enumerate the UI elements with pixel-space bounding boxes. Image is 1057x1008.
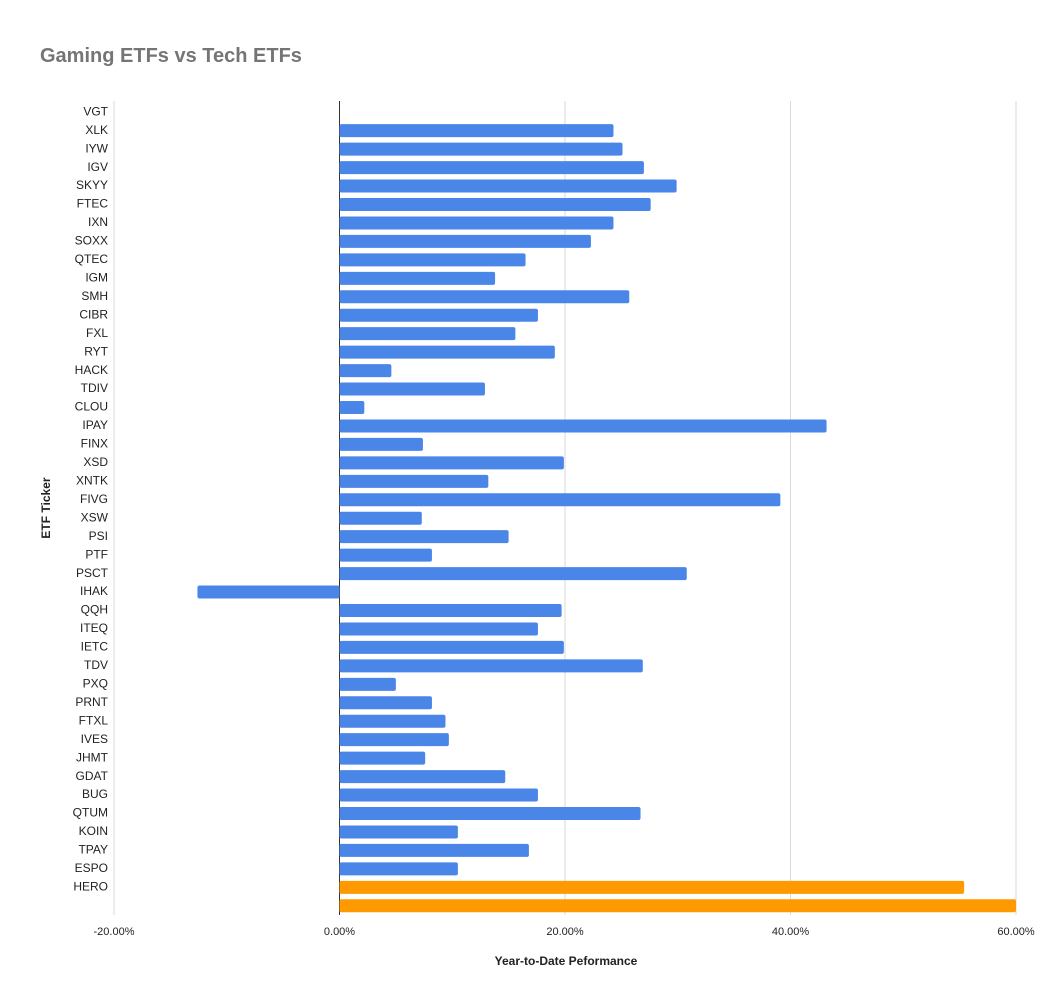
x-tick-label: 60.00%: [997, 926, 1035, 938]
x-tick-label: -20.00%: [94, 926, 135, 938]
bar: [339, 161, 644, 175]
bar: [339, 216, 614, 230]
bar: [339, 788, 538, 802]
bar: [339, 899, 1016, 913]
y-tick-label: HERO: [73, 879, 108, 893]
bar: [339, 124, 614, 138]
y-tick-label: QQH: [81, 603, 108, 617]
bar: [339, 271, 496, 285]
x-tick-label: 0.00%: [324, 926, 355, 938]
y-tick-label: PRNT: [75, 695, 108, 709]
bar: [339, 677, 396, 691]
y-tick-label: QTEC: [75, 252, 109, 266]
y-tick-label: PSI: [89, 529, 108, 543]
y-tick-label: IETC: [81, 640, 109, 654]
bar: [339, 825, 458, 839]
bar: [339, 437, 423, 451]
bar: [339, 290, 630, 304]
bar: [339, 696, 432, 710]
y-tick-label: FTEC: [77, 197, 109, 211]
y-tick-label: GDAT: [76, 769, 109, 783]
y-tick-label: QTUM: [73, 806, 108, 820]
bar: [339, 733, 449, 747]
y-tick-label: BUG: [82, 787, 108, 801]
bar: [339, 714, 446, 728]
y-tick-label: PXQ: [83, 676, 108, 690]
bar: [339, 456, 564, 470]
bar: [339, 364, 392, 378]
y-tick-label: PTF: [85, 547, 108, 561]
y-tick-label: TPAY: [78, 843, 108, 857]
bar: [339, 198, 651, 211]
bar: [339, 493, 781, 507]
bar: [339, 604, 562, 617]
y-tick-label: IHAK: [80, 584, 108, 598]
bar: [339, 511, 422, 525]
bar: [339, 880, 965, 894]
bar: [339, 253, 526, 267]
bar: [339, 179, 677, 193]
bar: [339, 807, 641, 820]
bar: [339, 862, 458, 876]
y-tick-label: TDV: [84, 658, 108, 672]
y-tick-label: IYW: [85, 141, 108, 155]
bar: [339, 308, 538, 322]
bar: [339, 843, 529, 857]
bar: [339, 770, 506, 784]
y-tick-label: XSD: [83, 455, 108, 469]
bar: [339, 474, 489, 488]
y-tick-label: ITEQ: [80, 621, 108, 635]
chart-title: Gaming ETFs vs Tech ETFs: [40, 45, 302, 67]
y-tick-label: XLK: [85, 123, 108, 137]
y-tick-label: FTXL: [79, 713, 109, 727]
bar: [339, 401, 365, 414]
y-tick-label: IPAY: [82, 418, 108, 432]
x-tick-label: 20.00%: [546, 926, 584, 938]
y-tick-label: IGV: [87, 160, 108, 174]
y-tick-label: FXL: [86, 326, 108, 340]
y-tick-label: IVES: [81, 732, 108, 746]
bar: [197, 585, 340, 599]
y-axis-title: ETF Ticker: [39, 477, 53, 538]
x-axis-title: Year-to-Date Peformance: [495, 954, 638, 968]
y-tick-label: FIVG: [80, 492, 108, 506]
bar: [339, 419, 827, 433]
y-tick-label: HACK: [75, 363, 108, 377]
bar: [339, 567, 687, 581]
y-tick-label: SKYY: [76, 178, 108, 192]
y-tick-label: IGM: [85, 270, 108, 284]
x-tick-label: 40.00%: [772, 926, 810, 938]
bar: [339, 234, 591, 248]
bar: [339, 382, 485, 396]
bar: [339, 622, 538, 636]
bar: [339, 659, 643, 673]
y-tick-label: ESPO: [75, 861, 108, 875]
y-tick-label: SMH: [81, 289, 108, 303]
bar: [339, 751, 426, 765]
y-tick-label: XSW: [81, 510, 109, 524]
y-tick-label: CLOU: [75, 400, 108, 414]
bar: [339, 548, 432, 562]
y-tick-label: TDIV: [81, 381, 108, 395]
y-tick-label: CIBR: [79, 307, 108, 321]
bar: [339, 640, 564, 654]
y-tick-label: JHMT: [76, 750, 109, 764]
bar: [339, 530, 509, 544]
y-tick-label: PSCT: [76, 566, 109, 580]
y-tick-label: RYT: [84, 344, 108, 358]
y-tick-label: XNTK: [76, 473, 108, 487]
bar: [339, 327, 516, 341]
y-tick-label: IXN: [88, 215, 108, 229]
bar: [339, 345, 555, 359]
y-tick-label: SOXX: [75, 234, 108, 248]
bar: [339, 142, 623, 156]
y-tick-label: FINX: [81, 437, 108, 451]
y-tick-label: KOIN: [79, 824, 108, 838]
y-tick-label: VGT: [83, 104, 108, 118]
